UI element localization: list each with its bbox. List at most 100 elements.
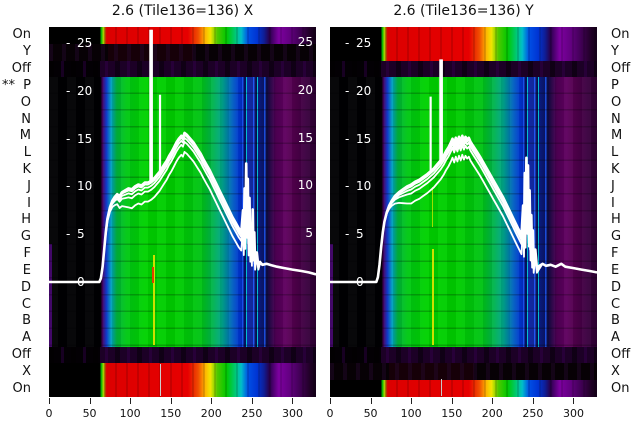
right-row-label-column: On Y Off P O N M L K J I H G F E D C B A Off X On	[611, 0, 640, 440]
row-label-h-11: H	[21, 212, 31, 228]
row-label-a-18: A	[611, 330, 620, 346]
ytick-label: 25	[356, 36, 372, 51]
row-label-off-19: Off	[611, 346, 631, 362]
row-label-d-15: D	[20, 279, 31, 295]
band-off-off	[49, 60, 316, 78]
xtick-label: 300	[281, 407, 303, 420]
row-label-y-1: Y	[611, 44, 619, 60]
row-label-on-0: On	[12, 27, 31, 43]
ytick: -15	[345, 131, 371, 147]
row-label-i-10: I	[611, 195, 615, 211]
xtick-label: 100	[119, 407, 141, 420]
xtick	[451, 398, 453, 404]
ytick-dash: -	[66, 131, 71, 146]
trace-2	[49, 137, 316, 283]
row-label-off-19: Off	[11, 346, 31, 362]
row-label-d-15: D	[611, 279, 622, 295]
ytick-label-right: 25	[297, 35, 313, 50]
row-label-m-6: M	[611, 128, 623, 144]
ytick-label: 5	[356, 227, 364, 242]
trace-4	[330, 153, 597, 283]
row-label-o-4: O	[20, 94, 31, 110]
ytick-label: 0	[77, 275, 85, 289]
ytick-label: 15	[356, 131, 372, 146]
band-off-off	[49, 346, 316, 364]
flagged-row-marker: **	[2, 77, 15, 93]
row-label-j-9: J	[611, 178, 615, 194]
row-label-o-4: O	[611, 94, 622, 110]
left-heatmap-panel: -25 25-20 20-15 15-10 10-5 5 0	[49, 27, 316, 397]
trace-3	[49, 141, 316, 283]
xtick	[492, 398, 494, 404]
band-spec-p	[49, 77, 316, 347]
ytick-label-right: 5	[305, 226, 313, 241]
row-label-c-16: C	[611, 296, 621, 312]
ytick: 0	[345, 274, 364, 290]
left-row-label-column: On Y Off P O N M L K J I H G F E D C B A Off X On	[0, 0, 31, 440]
row-label-i-10: I	[27, 195, 31, 211]
row-label-k-8: K	[22, 161, 31, 177]
row-label-off-2: Off	[611, 61, 631, 77]
bandpass-curve	[330, 59, 597, 284]
row-label-x-20: X	[22, 363, 31, 379]
xtick	[170, 398, 172, 404]
artifact-line	[431, 249, 434, 345]
row-label-l-7: L	[23, 145, 31, 161]
artifact-line	[159, 364, 162, 396]
band-rainbow-on	[49, 27, 316, 44]
xtick-label: 200	[481, 407, 503, 420]
band-rainbow-on	[330, 380, 597, 397]
row-label-x-20: X	[611, 363, 620, 379]
row-label-on-0: On	[611, 27, 630, 43]
ytick: -20	[345, 83, 371, 99]
ytick: -10	[345, 178, 371, 194]
row-label-on-21: On	[12, 380, 31, 396]
ytick-label: 0	[356, 275, 364, 289]
row-label-off-2: Off	[11, 61, 31, 77]
xtick	[411, 398, 413, 404]
ytick-label-right: 20	[297, 82, 313, 97]
row-label-a-18: A	[22, 330, 31, 346]
ytick-dash: -	[345, 131, 350, 146]
row-label-n-5: N	[611, 111, 621, 127]
row-label-e-14: E	[611, 262, 620, 278]
xtick-label: 50	[363, 407, 378, 420]
artifact-line	[152, 255, 155, 345]
trace-3	[330, 143, 597, 283]
xtick-label: 300	[562, 407, 584, 420]
xtick	[292, 398, 294, 404]
ytick-dash: -	[66, 227, 71, 242]
xtick	[130, 398, 132, 404]
row-label-g-12: G	[611, 229, 622, 245]
right-panel-title: 2.6 (Tile136=136) Y	[393, 3, 534, 19]
xtick-label: 0	[326, 407, 334, 420]
artifact-line	[152, 267, 155, 283]
row-label-p-3: P	[23, 77, 31, 93]
row-label-b-17: B	[22, 313, 31, 329]
row-label-b-17: B	[611, 313, 620, 329]
row-label-h-11: H	[611, 212, 621, 228]
trace-2	[330, 139, 597, 283]
row-label-j-9: J	[27, 178, 31, 194]
row-label-on-21: On	[611, 380, 630, 396]
ytick-label: 10	[77, 179, 93, 194]
row-label-e-14: E	[22, 262, 31, 278]
xtick	[89, 398, 91, 404]
band-dark-x	[330, 363, 597, 381]
xtick	[251, 398, 253, 404]
ytick: -5	[66, 226, 85, 242]
ytick-label: 20	[356, 83, 372, 98]
band-off-off	[330, 60, 597, 78]
ytick-dash: -	[345, 227, 350, 242]
ytick-label: 20	[77, 83, 93, 98]
xtick	[370, 398, 372, 404]
row-label-m-6: M	[19, 128, 31, 144]
row-label-n-5: N	[21, 111, 31, 127]
ytick: 0	[66, 274, 85, 290]
bandpass-curve	[49, 29, 316, 284]
xtick	[49, 398, 50, 404]
artifact-line	[440, 379, 442, 396]
trace-4	[49, 151, 316, 283]
ytick: -10	[66, 178, 92, 194]
xtick-label: 0	[45, 407, 53, 420]
